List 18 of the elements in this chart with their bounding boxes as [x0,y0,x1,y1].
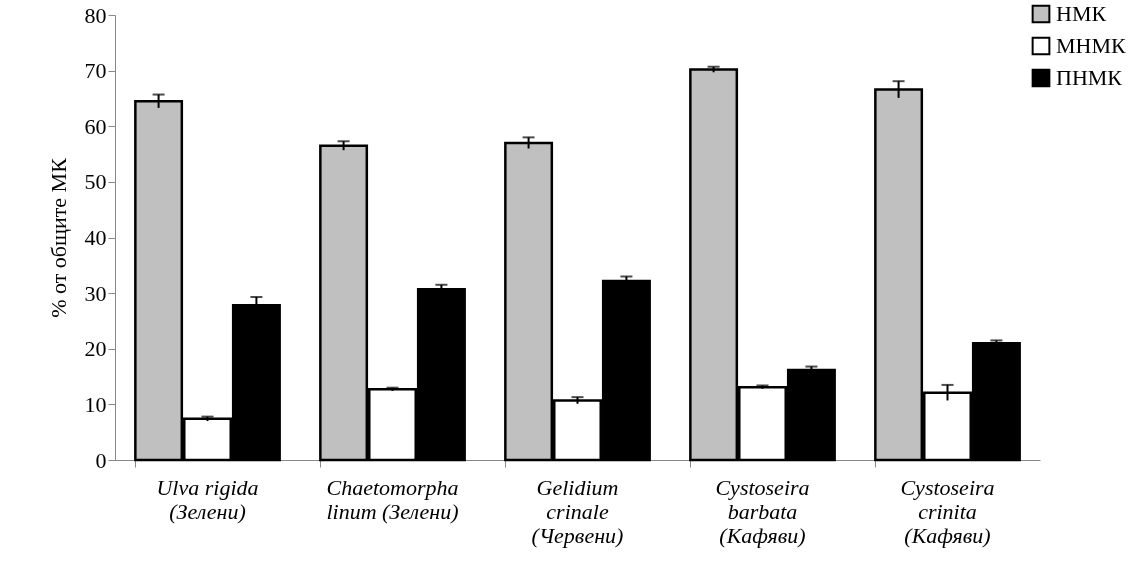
legend-label: ПНМК [1056,65,1123,90]
y-axis-title: % от общите МК [45,157,71,318]
y-tick-label: 20 [84,336,107,362]
y-tick-label: 50 [84,169,107,195]
y-tick-label: 40 [84,225,107,250]
legend-label: МНМК [1056,33,1127,58]
x-tick-label: Chaetomorpha linum (Зелени) [326,474,459,524]
y-tick-label: 80 [84,2,107,28]
x-tick-label: Ulva rigida (Зелени) [156,474,259,524]
x-tick-label: Gelidium crinale (Червени) [531,474,624,548]
y-tick-label: 60 [84,113,107,139]
legend-label: НМК [1056,1,1107,26]
y-tick-label: 70 [84,58,107,84]
x-tick-label: Cystoseira crinita (Кафяви) [900,474,995,548]
y-tick-label: 0 [95,447,107,473]
y-tick-label: 10 [84,391,107,417]
x-tick-label: Cystoseira barbata (Кафяви) [715,474,810,548]
y-tick-label: 30 [84,280,107,306]
